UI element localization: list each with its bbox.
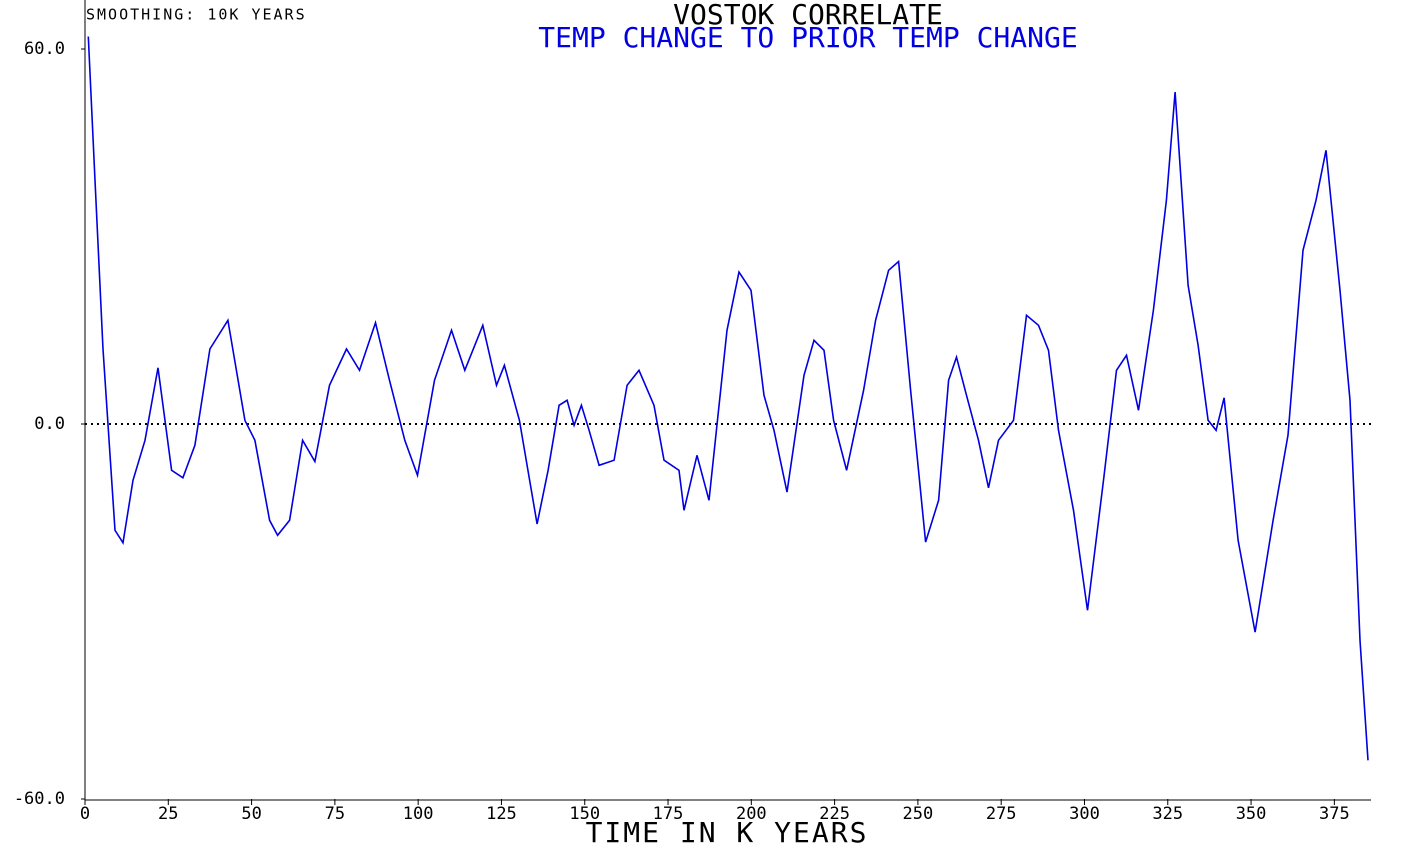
- x-tick-label: 375: [1319, 804, 1350, 824]
- x-tick-label: 300: [1069, 804, 1100, 824]
- y-tick-label: -60.0: [14, 789, 65, 809]
- x-tick-label: 200: [736, 804, 767, 824]
- chart-title: VOSTOK CORRELATE: [673, 0, 943, 31]
- x-tick-label: 125: [486, 804, 517, 824]
- annotation: SMOOTHING: 10K YEARS: [86, 6, 307, 24]
- x-tick-label: 75: [325, 804, 345, 824]
- chart-subtitle: TEMP CHANGE TO PRIOR TEMP CHANGE: [538, 21, 1077, 54]
- x-tick-label: 175: [653, 804, 684, 824]
- x-axis-label: TIME IN K YEARS: [586, 816, 869, 848]
- x-tick-label: 250: [903, 804, 934, 824]
- x-tick-label: 325: [1152, 804, 1183, 824]
- y-tick-label: 60.0: [24, 39, 65, 59]
- x-tick-label: 150: [569, 804, 600, 824]
- x-tick-label: 100: [403, 804, 434, 824]
- y-tick-label: 0.0: [34, 414, 65, 434]
- x-tick-label: 0: [80, 804, 90, 824]
- x-tick-label: 50: [241, 804, 261, 824]
- x-tick-label: 25: [158, 804, 178, 824]
- x-tick-label: 275: [986, 804, 1017, 824]
- x-tick-label: 350: [1236, 804, 1267, 824]
- data-line: [87, 36, 1369, 761]
- x-tick-label: 225: [819, 804, 850, 824]
